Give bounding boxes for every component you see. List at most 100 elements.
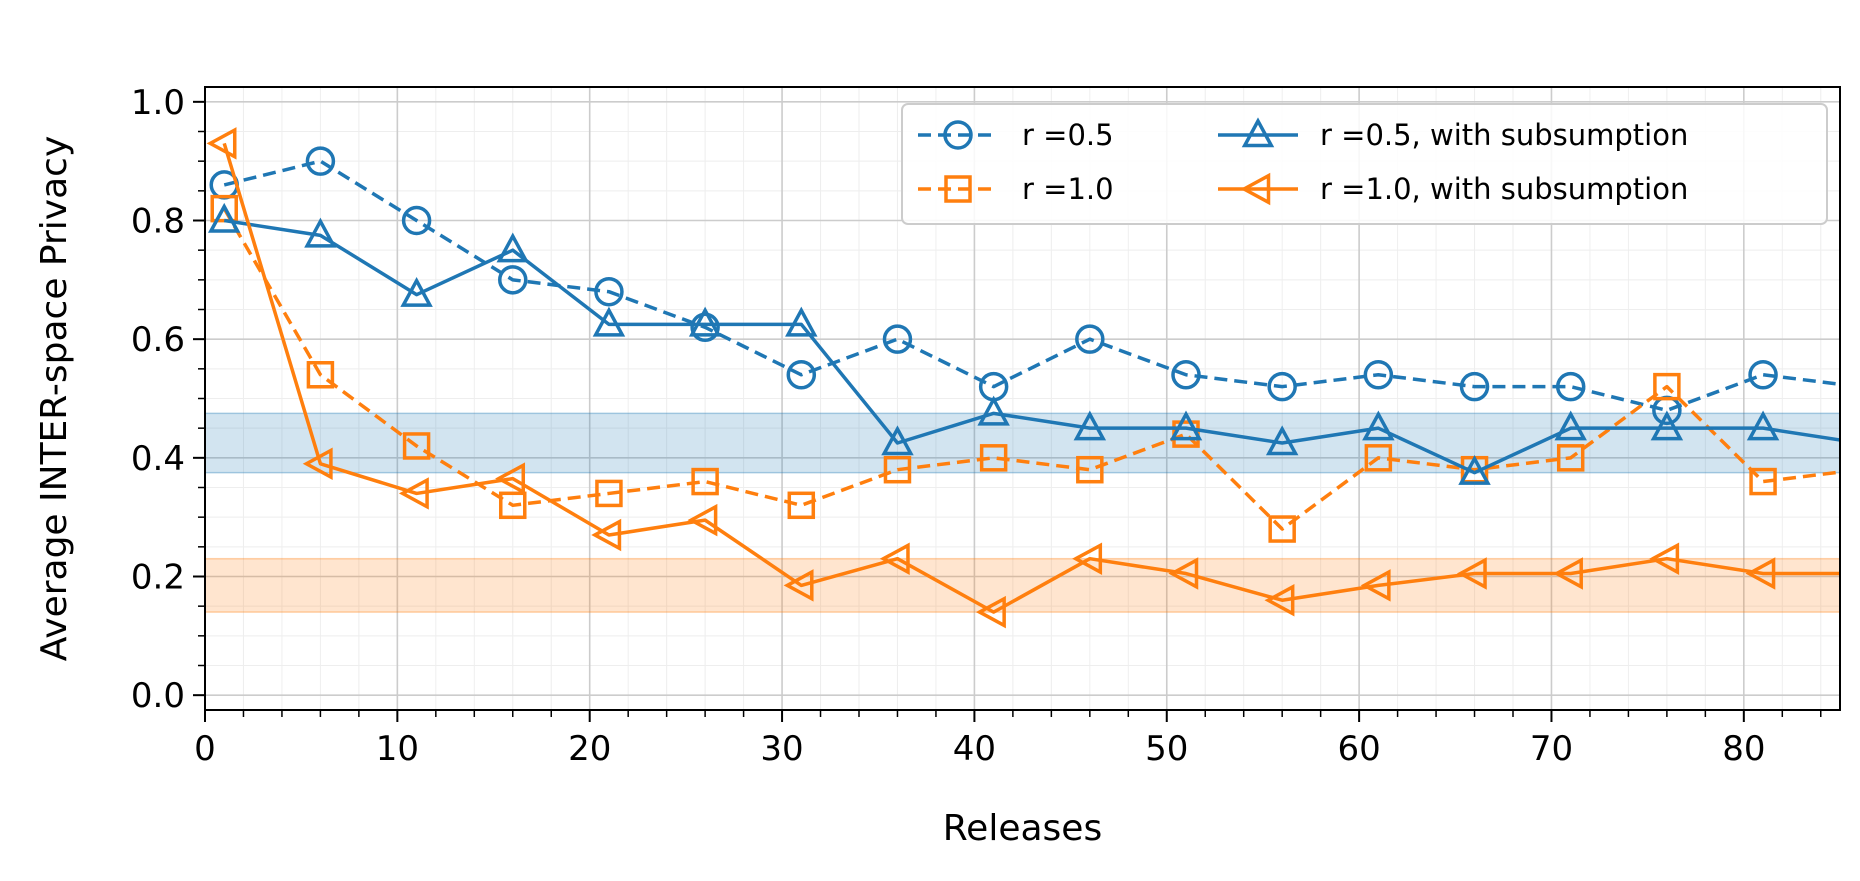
circle-marker: [786, 360, 817, 390]
x-tick-label: 0: [194, 729, 216, 769]
series-line: [223, 218, 1840, 475]
legend-box: [901, 103, 1828, 225]
legend: r =0.5 r =1.0 r =0.5, with subsumption r =1…: [901, 103, 1828, 225]
circle-marker: [401, 205, 432, 236]
triangle-left-marker: [1456, 557, 1487, 590]
x-tick-label: 70: [1530, 729, 1573, 769]
square-marker: [883, 455, 912, 484]
square-marker: [787, 491, 816, 520]
circle-marker: [594, 276, 624, 307]
triangle-left-marker: [398, 477, 429, 510]
x-tick-label: 40: [953, 729, 996, 769]
circle-marker: [690, 312, 720, 343]
triangle-up-marker: [1169, 410, 1203, 441]
legend-label: r =1.0, with subsumption: [1320, 172, 1688, 206]
triangle-left-marker: [1264, 583, 1295, 617]
x-tick-label: 20: [568, 729, 611, 769]
series-line: [222, 142, 1840, 614]
circle-marker: [882, 324, 913, 354]
triangle-left-marker: [1553, 557, 1583, 590]
triangle-left-marker: [1072, 542, 1103, 575]
triangle-left-marker: [1360, 569, 1391, 602]
x-axis-label: Releases: [943, 808, 1102, 849]
square-marker: [306, 361, 335, 389]
circle-marker: [1846, 374, 1860, 400]
variance-band: [205, 557, 1840, 613]
circle-marker: [498, 265, 528, 295]
square-marker: [1847, 458, 1860, 482]
triangle-left-marker: [1168, 557, 1199, 590]
triangle-left-marker: [1745, 557, 1776, 590]
square-marker: [1556, 444, 1585, 472]
triangle-up-marker: [1362, 410, 1395, 441]
y-tick-label: 0.0: [131, 676, 185, 716]
axis-ticks: 0 10 20 30 40 50 60 70 80 0.0 0.2 0.4 0.6 0.8 1.0: [131, 83, 1822, 769]
triangle-left-marker: [1845, 560, 1860, 587]
triangle-left-marker: [975, 595, 1006, 629]
legend-label: r =0.5, with subsumption: [1320, 118, 1688, 152]
legend-item: r =1.0, with subsumption: [1218, 172, 1688, 206]
triangle-up-marker: [1458, 454, 1491, 485]
square-marker: [944, 175, 972, 203]
x-tick-label: 80: [1722, 729, 1765, 769]
triangle-up-marker: [1554, 410, 1587, 441]
x-tick-label: 60: [1337, 729, 1380, 769]
triangle-up-marker: [1241, 117, 1275, 148]
triangle-up-marker: [881, 425, 914, 456]
square-marker: [402, 432, 431, 460]
variance-band: [205, 412, 1840, 474]
legend-item: r =1.0: [918, 172, 1114, 206]
circle-marker: [1075, 324, 1105, 354]
triangle-up-marker: [304, 217, 337, 248]
y-tick-label: 0.2: [131, 558, 185, 598]
series-r-0-5-with-subsumption: [207, 202, 1840, 485]
triangle-up-marker: [400, 276, 433, 307]
triangle-left-marker: [1649, 542, 1680, 575]
series-r-1-0-with-subsumption: [206, 127, 1860, 629]
triangle-left-marker: [879, 542, 910, 575]
triangle-up-marker: [496, 232, 530, 263]
series-r-1-0: [210, 194, 1860, 543]
triangle-left-marker: [1240, 172, 1271, 206]
y-tick-label: 0.8: [131, 202, 185, 242]
square-marker: [595, 479, 623, 508]
legend-label: r =1.0: [1022, 172, 1114, 206]
square-marker: [1364, 444, 1393, 472]
circle-marker: [1459, 371, 1490, 402]
legend-item: r =0.5, with subsumption: [1218, 117, 1688, 152]
circle-marker: [1555, 371, 1586, 402]
x-tick-label: 50: [1145, 729, 1188, 769]
legend-item: r =0.5: [918, 118, 1114, 152]
square-marker: [979, 444, 1008, 472]
triangle-left-marker: [302, 447, 333, 481]
square-marker: [1653, 372, 1681, 401]
legend-label: r =0.5: [1022, 118, 1114, 152]
triangle-up-marker: [1746, 410, 1780, 441]
circle-marker: [1363, 360, 1394, 390]
y-tick-label: 1.0: [131, 83, 185, 123]
square-marker: [1076, 455, 1104, 484]
x-tick-label: 30: [760, 729, 803, 769]
y-tick-label: 0.4: [131, 439, 185, 479]
circle-marker: [1748, 360, 1778, 390]
triangle-left-marker: [206, 127, 237, 160]
triangle-up-marker: [1073, 410, 1107, 441]
square-marker: [1268, 515, 1296, 543]
triangle-up-marker: [1650, 410, 1684, 441]
x-tick-label: 10: [376, 729, 419, 769]
triangle-left-marker: [783, 569, 814, 602]
series-r-0-5: [209, 146, 1860, 426]
y-tick-label: 0.6: [131, 320, 185, 360]
series-line: [222, 207, 1840, 531]
series-group: [206, 127, 1860, 629]
y-axis-label: Average INTER-space Privacy: [34, 136, 75, 662]
triangle-left-marker: [687, 503, 718, 537]
triangle-up-marker: [207, 202, 241, 233]
square-marker: [691, 467, 719, 496]
triangle-up-marker: [977, 395, 1010, 426]
circle-marker: [1171, 360, 1201, 390]
circle-marker: [943, 120, 973, 150]
circle-marker: [305, 146, 336, 176]
square-marker: [499, 491, 527, 520]
